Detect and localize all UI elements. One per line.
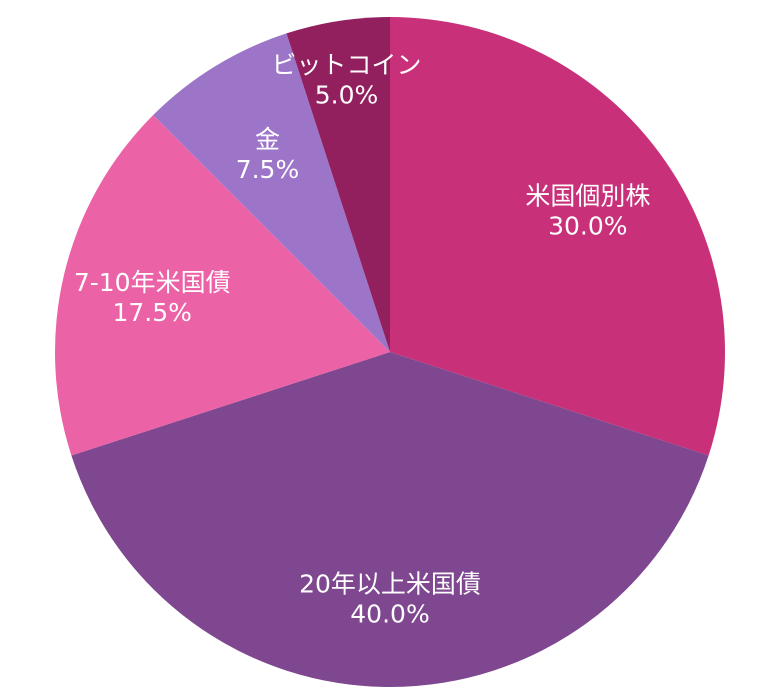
pie-slice	[390, 17, 725, 456]
slice-percent-label: 7.5%	[236, 155, 300, 184]
pie-slice	[286, 17, 390, 352]
slice-category-label: 金	[255, 125, 280, 154]
slice-percent-label: 30.0%	[548, 211, 627, 240]
slice-percent-label: 5.0%	[315, 80, 379, 109]
slice-category-label: 20年以上米国債	[299, 570, 481, 599]
pie-slice	[153, 33, 390, 353]
slice-percent-label: 40.0%	[350, 600, 429, 629]
slice-category-label: 米国個別株	[525, 181, 650, 210]
pie-slice	[71, 352, 709, 687]
slice-category-label: ビットコイン	[271, 50, 421, 79]
slice-percent-label: 17.5%	[112, 298, 191, 327]
pie-slice	[54, 115, 390, 456]
slice-category-label: 7-10年米国債	[74, 268, 231, 297]
pie-slices	[54, 17, 725, 687]
